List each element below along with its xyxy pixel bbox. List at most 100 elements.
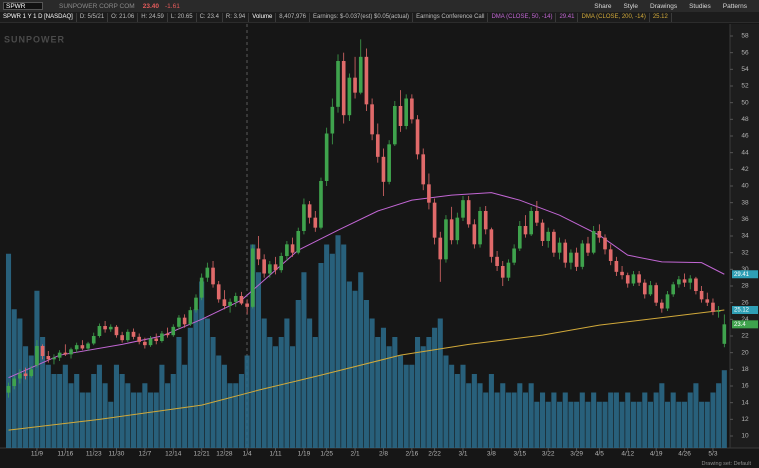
- candle-body: [268, 264, 272, 274]
- candle-body: [432, 202, 437, 238]
- candle-body: [648, 285, 653, 295]
- dma-tag-label: 25.12: [734, 308, 750, 314]
- symbol-input[interactable]: SPWR: [3, 2, 43, 10]
- candle-body: [307, 204, 312, 218]
- candle-body: [387, 144, 391, 182]
- volume-bar: [375, 337, 381, 448]
- volume-bar: [557, 401, 563, 448]
- dma-line: [8, 309, 725, 431]
- volume-bar: [307, 318, 313, 448]
- candle-body: [682, 279, 687, 283]
- volume-bar: [341, 244, 347, 448]
- candle-body: [506, 262, 511, 278]
- toolbar: SPWR SUNPOWER CORP COM 23.40 -1.61 Share…: [0, 0, 759, 12]
- volume-bar: [471, 374, 477, 448]
- volume-bar: [710, 392, 716, 448]
- volume-bar: [415, 337, 421, 448]
- candle-body: [642, 282, 647, 295]
- candle-body: [336, 61, 340, 107]
- candle-body: [148, 338, 153, 346]
- candle-body: [631, 274, 636, 284]
- candle-body: [250, 248, 255, 307]
- candle-body: [69, 349, 73, 355]
- volume-bar: [96, 364, 102, 448]
- candle-body: [35, 346, 39, 366]
- candle-body: [262, 259, 266, 274]
- candle-body: [57, 352, 62, 358]
- x-tick-label: 11/30: [109, 451, 125, 458]
- candle-body: [358, 56, 363, 93]
- volume-bar: [642, 392, 648, 448]
- toolbar-button[interactable]: Studies: [689, 2, 711, 10]
- volume-bar: [238, 374, 244, 448]
- candle-body: [137, 336, 142, 342]
- x-tick-label: 2/8: [379, 451, 388, 458]
- x-tick-label: 4/26: [678, 451, 691, 458]
- candle-body: [569, 252, 573, 263]
- volume-bar: [290, 346, 296, 448]
- toolbar-button[interactable]: Share: [594, 2, 612, 10]
- volume-bar: [443, 355, 449, 448]
- volume-bar: [630, 401, 636, 448]
- volume-bar: [380, 327, 387, 448]
- candle-body: [711, 302, 715, 312]
- status-item: H: 24.59: [138, 12, 168, 22]
- volume-bar: [579, 392, 585, 448]
- volume-bar: [153, 392, 159, 448]
- toolbar-button[interactable]: Drawings: [650, 2, 678, 10]
- volume-bar: [483, 392, 489, 448]
- volume-bar: [449, 364, 455, 448]
- candle-body: [410, 98, 414, 120]
- volume-bar: [488, 374, 494, 448]
- volume-bar: [255, 272, 262, 448]
- last-price-label: 23.4: [734, 322, 746, 328]
- candle-body: [466, 200, 471, 225]
- status-item: L: 20.65: [168, 12, 197, 22]
- y-tick-label: 18: [741, 366, 749, 373]
- x-tick-label: 12/7: [139, 451, 152, 458]
- candle-body: [131, 331, 136, 337]
- candle-body: [341, 61, 346, 116]
- candle-body: [302, 204, 306, 231]
- toolbar-button[interactable]: Patterns: [722, 2, 747, 10]
- volume-bar: [397, 355, 404, 448]
- volume-bar: [23, 346, 29, 448]
- volume-bar: [91, 374, 97, 448]
- volume-bar: [278, 337, 284, 448]
- y-tick-label: 30: [741, 266, 749, 273]
- candle-body: [489, 229, 494, 257]
- candle-body: [512, 248, 516, 263]
- volume-bar: [170, 374, 176, 448]
- candle-body: [194, 297, 198, 311]
- x-tick-label: 4/19: [650, 451, 663, 458]
- volume-bar: [148, 392, 154, 448]
- y-tick-label: 52: [741, 83, 749, 90]
- y-tick-label: 50: [741, 99, 749, 106]
- candle-body: [580, 243, 585, 267]
- price-change: -1.61: [165, 2, 180, 10]
- candle-body: [222, 299, 227, 306]
- candle-body: [620, 271, 624, 276]
- axis-layer: 10 12 14 16 18 20 22 24 26 28 30 32 34 36 38 40 42 44 46 48…: [31, 33, 758, 458]
- status-item: D: 5/5/21: [77, 12, 109, 22]
- volume-bar: [608, 392, 614, 448]
- candle-body: [205, 267, 210, 278]
- volume-bar: [585, 401, 591, 448]
- x-tick-label: 12/21: [194, 451, 211, 458]
- x-tick-label: 1/11: [269, 451, 282, 458]
- candle-body: [239, 296, 244, 304]
- volume-bar: [301, 272, 307, 448]
- candle-body: [671, 284, 676, 295]
- y-tick-label: 32: [741, 249, 749, 256]
- x-tick-label: 2/16: [406, 451, 419, 458]
- candle-body: [677, 279, 681, 285]
- watermark: SUNPOWER: [4, 34, 65, 44]
- status-item: DMA (CLOSE, 50, -14): [488, 12, 557, 22]
- volume-bar: [625, 392, 631, 448]
- toolbar-button[interactable]: Style: [623, 2, 638, 10]
- candle-body: [461, 200, 465, 218]
- volume-bar: [494, 392, 500, 448]
- y-tick-label: 40: [741, 183, 749, 190]
- candle-body: [103, 326, 107, 330]
- x-tick-label: 3/15: [513, 451, 526, 458]
